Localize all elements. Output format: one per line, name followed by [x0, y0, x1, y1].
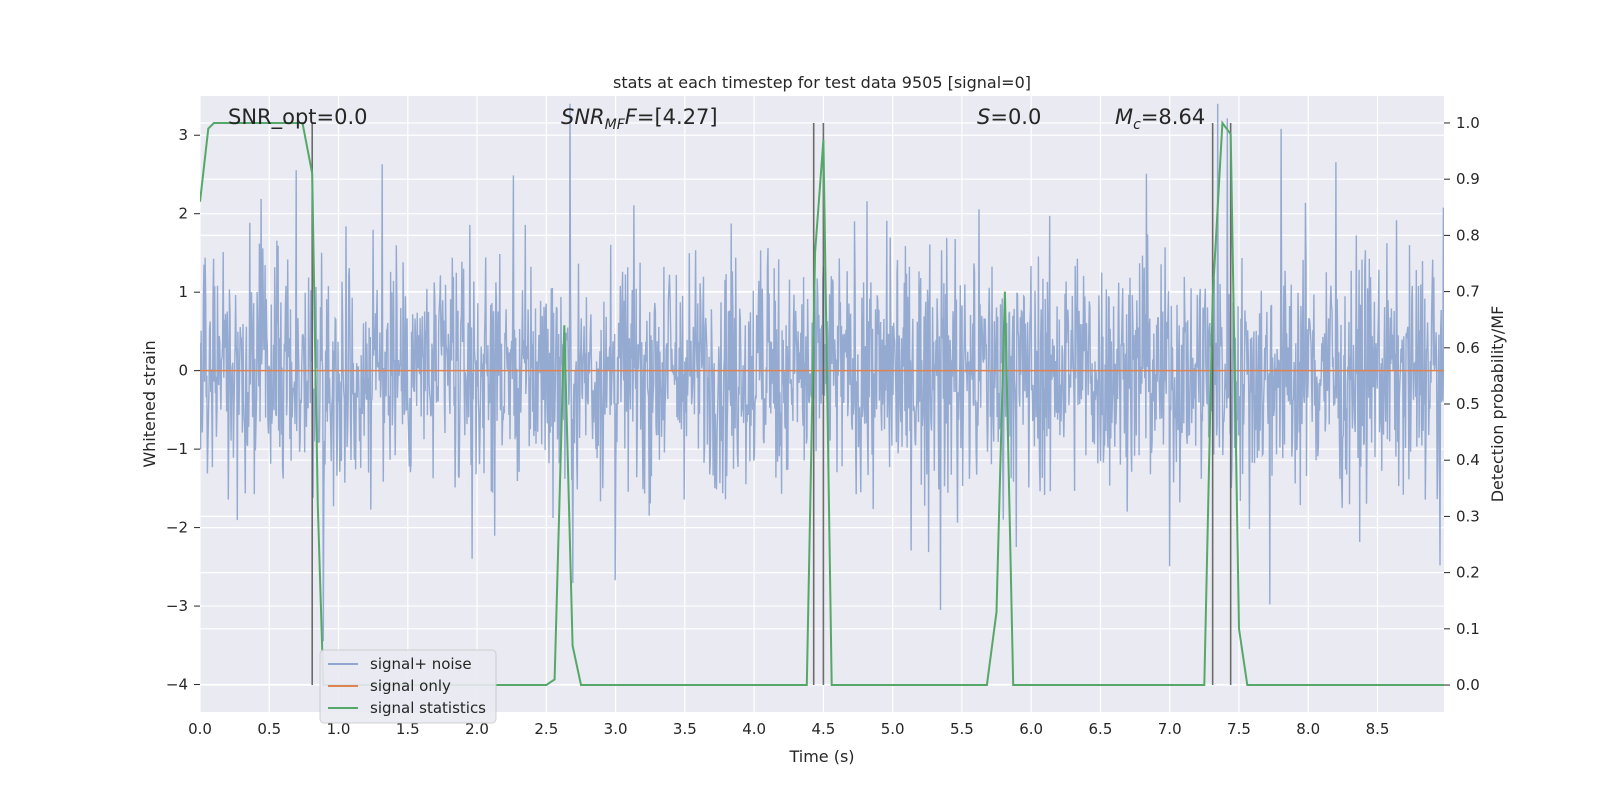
annotation-snr-opt: SNR_opt=0.0 — [228, 105, 368, 130]
y-left-tick-label: −3 — [166, 597, 188, 615]
x-tick-label: 0.0 — [188, 720, 212, 738]
x-tick-label: 8.0 — [1296, 720, 1320, 738]
y-left-tick-label: −4 — [166, 676, 188, 694]
x-axis-label: Time (s) — [788, 747, 854, 766]
x-tick-label: 4.0 — [742, 720, 766, 738]
legend-label-signal-statistics: signal statistics — [370, 699, 486, 717]
y-left-tick-label: −2 — [166, 519, 188, 537]
y-right-tick-label: 0.6 — [1456, 339, 1480, 357]
x-axis-ticks: 0.0 0.5 1.0 1.5 2.0 2.5 3.0 3.5 4.0 4.5 5.0 5.5 6.0 6… — [188, 720, 1389, 738]
x-tick-label: 5.5 — [950, 720, 974, 738]
y-left-axis-ticks: 3 2 1 0 −1 −2 −3 −4 — [166, 126, 200, 694]
annotation-mc-main: M — [1115, 105, 1133, 129]
x-tick-label: 1.5 — [396, 720, 420, 738]
annotation-snr-mf-main: SNR — [561, 105, 605, 129]
chart-title: stats at each timestep for test data 950… — [613, 73, 1031, 92]
y-right-tick-label: 0.9 — [1456, 170, 1480, 188]
annotation-snr-mf: SNRMFF=[4.27] — [561, 105, 718, 133]
noise-series — [200, 103, 1444, 642]
annotation-snr-mf-f: F — [625, 105, 638, 129]
y-right-tick-label: 0.1 — [1456, 620, 1480, 638]
y-left-tick-label: 1 — [178, 283, 188, 301]
y-right-axis-label: Detection probability/MF — [1488, 306, 1507, 503]
x-tick-label: 0.5 — [257, 720, 281, 738]
series-line-signal-statistics — [200, 120, 1444, 686]
x-tick-label: 1.0 — [327, 720, 351, 738]
annotation-s: S=0.0 — [977, 105, 1041, 129]
legend-box — [319, 649, 497, 724]
y-right-tick-label: 1.0 — [1456, 114, 1480, 132]
x-tick-label: 5.0 — [881, 720, 905, 738]
annotation-mc-value: =8.64 — [1141, 105, 1205, 129]
x-tick-label: 3.0 — [604, 720, 628, 738]
y-left-tick-label: 3 — [178, 126, 188, 144]
y-right-tick-label: 0.7 — [1456, 283, 1480, 301]
series-line-signal-noise — [200, 103, 1444, 642]
legend: signal+ noise signal only signal statist… — [319, 649, 497, 724]
annotation-mc: Mc=8.64 — [1115, 105, 1205, 133]
x-tick-label: 2.0 — [465, 720, 489, 738]
y-right-tick-label: 0.2 — [1456, 564, 1480, 582]
y-right-tick-label: 0.3 — [1456, 507, 1480, 525]
x-tick-label: 3.5 — [673, 720, 697, 738]
y-left-tick-label: −1 — [166, 440, 188, 458]
y-left-tick-label: 0 — [178, 362, 188, 380]
x-tick-label: 7.0 — [1158, 720, 1182, 738]
y-right-tick-label: 0.0 — [1456, 676, 1480, 694]
y-right-axis-ticks: 1.0 0.9 0.8 0.7 0.6 0.5 0.4 0.3 0.2 0.1 0.0 — [1444, 114, 1480, 694]
x-tick-label: 2.5 — [534, 720, 558, 738]
x-tick-label: 8.5 — [1366, 720, 1390, 738]
annotation-snr-mf-sub: MF — [605, 117, 626, 133]
annotation-s-main: S — [977, 105, 990, 129]
annotation-mc-sub: c — [1133, 117, 1141, 133]
x-tick-label: 4.5 — [811, 720, 835, 738]
y-right-tick-label: 0.4 — [1456, 451, 1480, 469]
x-tick-label: 7.5 — [1227, 720, 1251, 738]
annotation-s-value: =0.0 — [990, 105, 1041, 129]
x-tick-label: 6.0 — [1019, 720, 1043, 738]
y-right-tick-label: 0.8 — [1456, 226, 1480, 244]
y-left-tick-label: 2 — [178, 205, 188, 223]
signal-statistics-series — [200, 120, 1444, 686]
legend-label-noise: signal+ noise — [370, 655, 472, 673]
legend-label-signal-only: signal only — [370, 677, 451, 695]
y-right-tick-label: 0.5 — [1456, 395, 1480, 413]
x-tick-label: 6.5 — [1089, 720, 1113, 738]
annotation-snr-mf-value: =[4.27] — [637, 105, 718, 129]
y-left-axis-label: Whitened strain — [140, 340, 159, 467]
